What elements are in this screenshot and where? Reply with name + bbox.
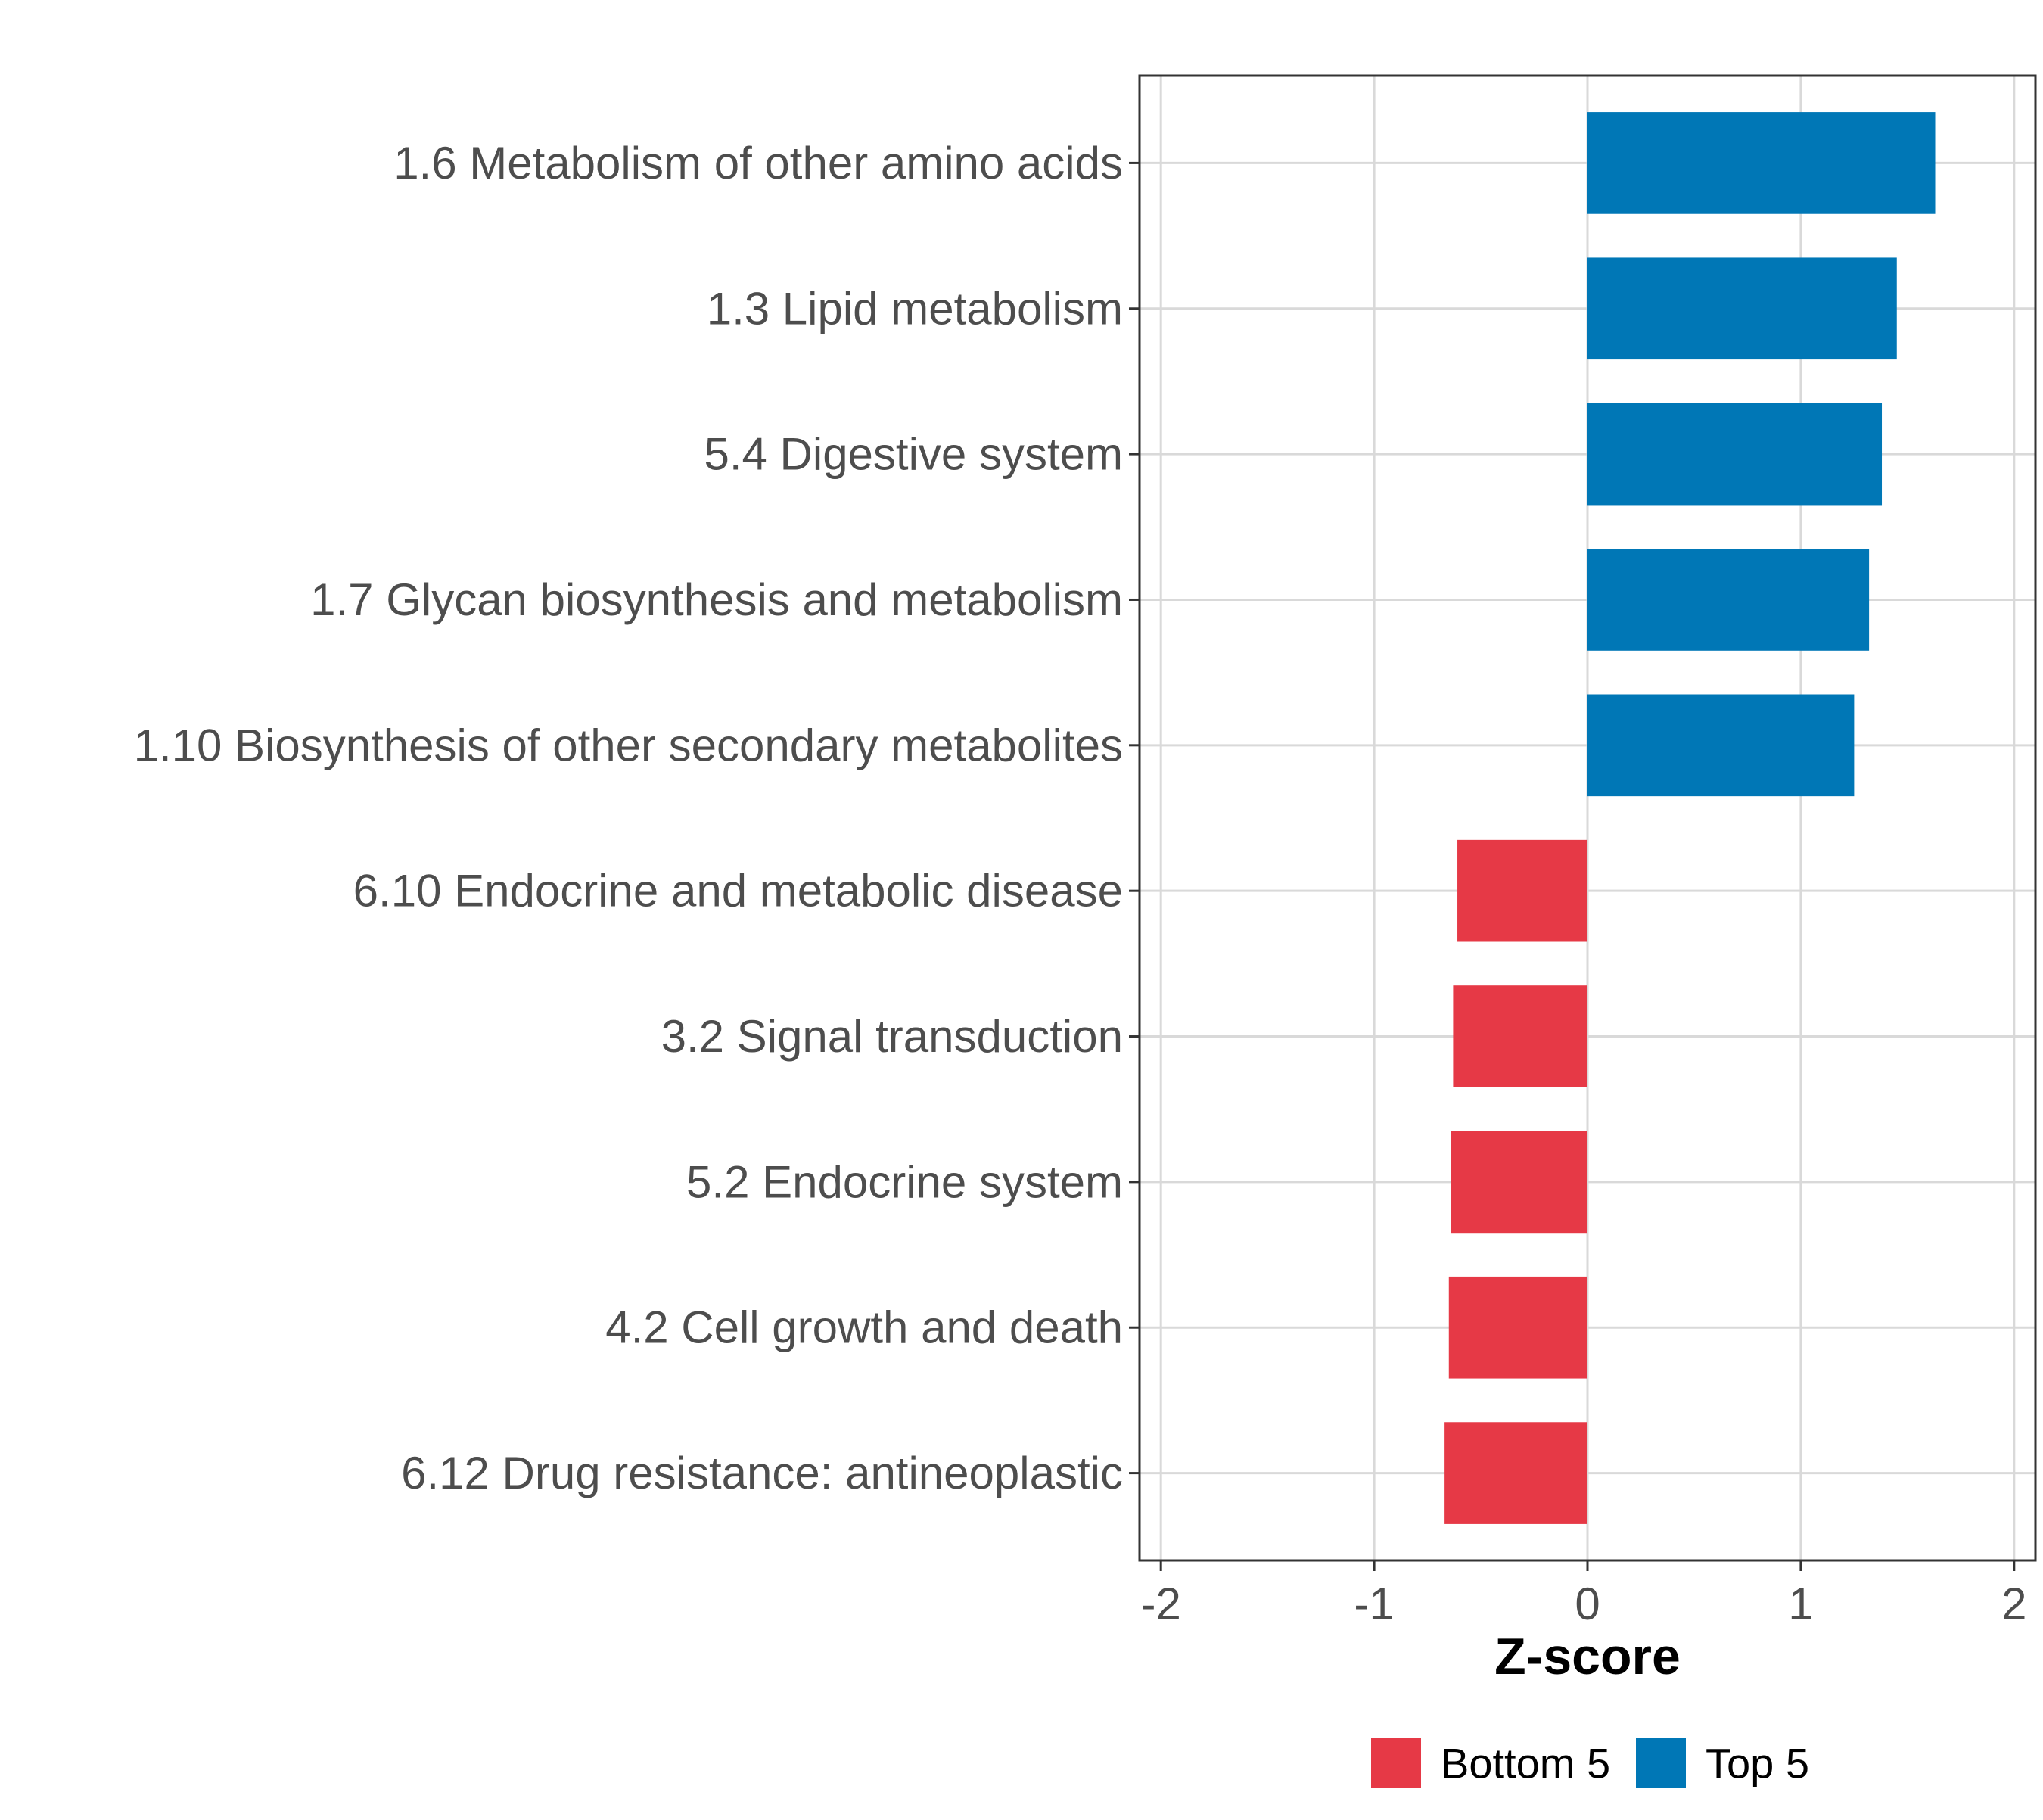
category-label: 5.2 Endocrine system — [686, 1156, 1123, 1207]
bar-6 — [1457, 839, 1587, 942]
legend-label: Top 5 — [1706, 1740, 1809, 1787]
category-label: 1.6 Metabolism of other amino acids — [393, 138, 1123, 188]
bar-10 — [1444, 1422, 1587, 1524]
bar-3 — [1587, 403, 1883, 506]
category-label: 6.10 Endocrine and metabolic disease — [353, 866, 1123, 916]
bar-5 — [1587, 694, 1855, 797]
legend-label: Bottom 5 — [1441, 1740, 1610, 1787]
category-label: 6.12 Drug resistance: antineoplastic — [401, 1448, 1123, 1498]
category-label: 3.2 Signal transduction — [661, 1011, 1123, 1062]
category-label: 5.4 Digestive system — [704, 429, 1123, 480]
bar-8 — [1451, 1131, 1587, 1234]
x-axis-title: Z-score — [1494, 1628, 1681, 1685]
x-tick-label: 2 — [2001, 1579, 2026, 1629]
category-label: 1.7 Glycan biosynthesis and metabolism — [310, 574, 1123, 625]
category-label: 4.2 Cell growth and death — [605, 1302, 1123, 1353]
category-label: 1.10 Biosynthesis of other secondary met… — [134, 720, 1123, 770]
x-tick-label: -2 — [1141, 1579, 1181, 1629]
bar-1 — [1587, 112, 1936, 214]
x-tick-label: -1 — [1354, 1579, 1394, 1629]
category-label: 1.3 Lipid metabolism — [707, 283, 1123, 334]
x-tick-label: 1 — [1788, 1579, 1813, 1629]
bar-9 — [1448, 1276, 1587, 1379]
bar-2 — [1587, 257, 1897, 360]
bar-4 — [1587, 549, 1870, 651]
x-tick-label: 0 — [1575, 1579, 1600, 1629]
legend-swatch — [1636, 1738, 1686, 1788]
legend-swatch — [1371, 1738, 1421, 1788]
bar-7 — [1453, 985, 1587, 1087]
